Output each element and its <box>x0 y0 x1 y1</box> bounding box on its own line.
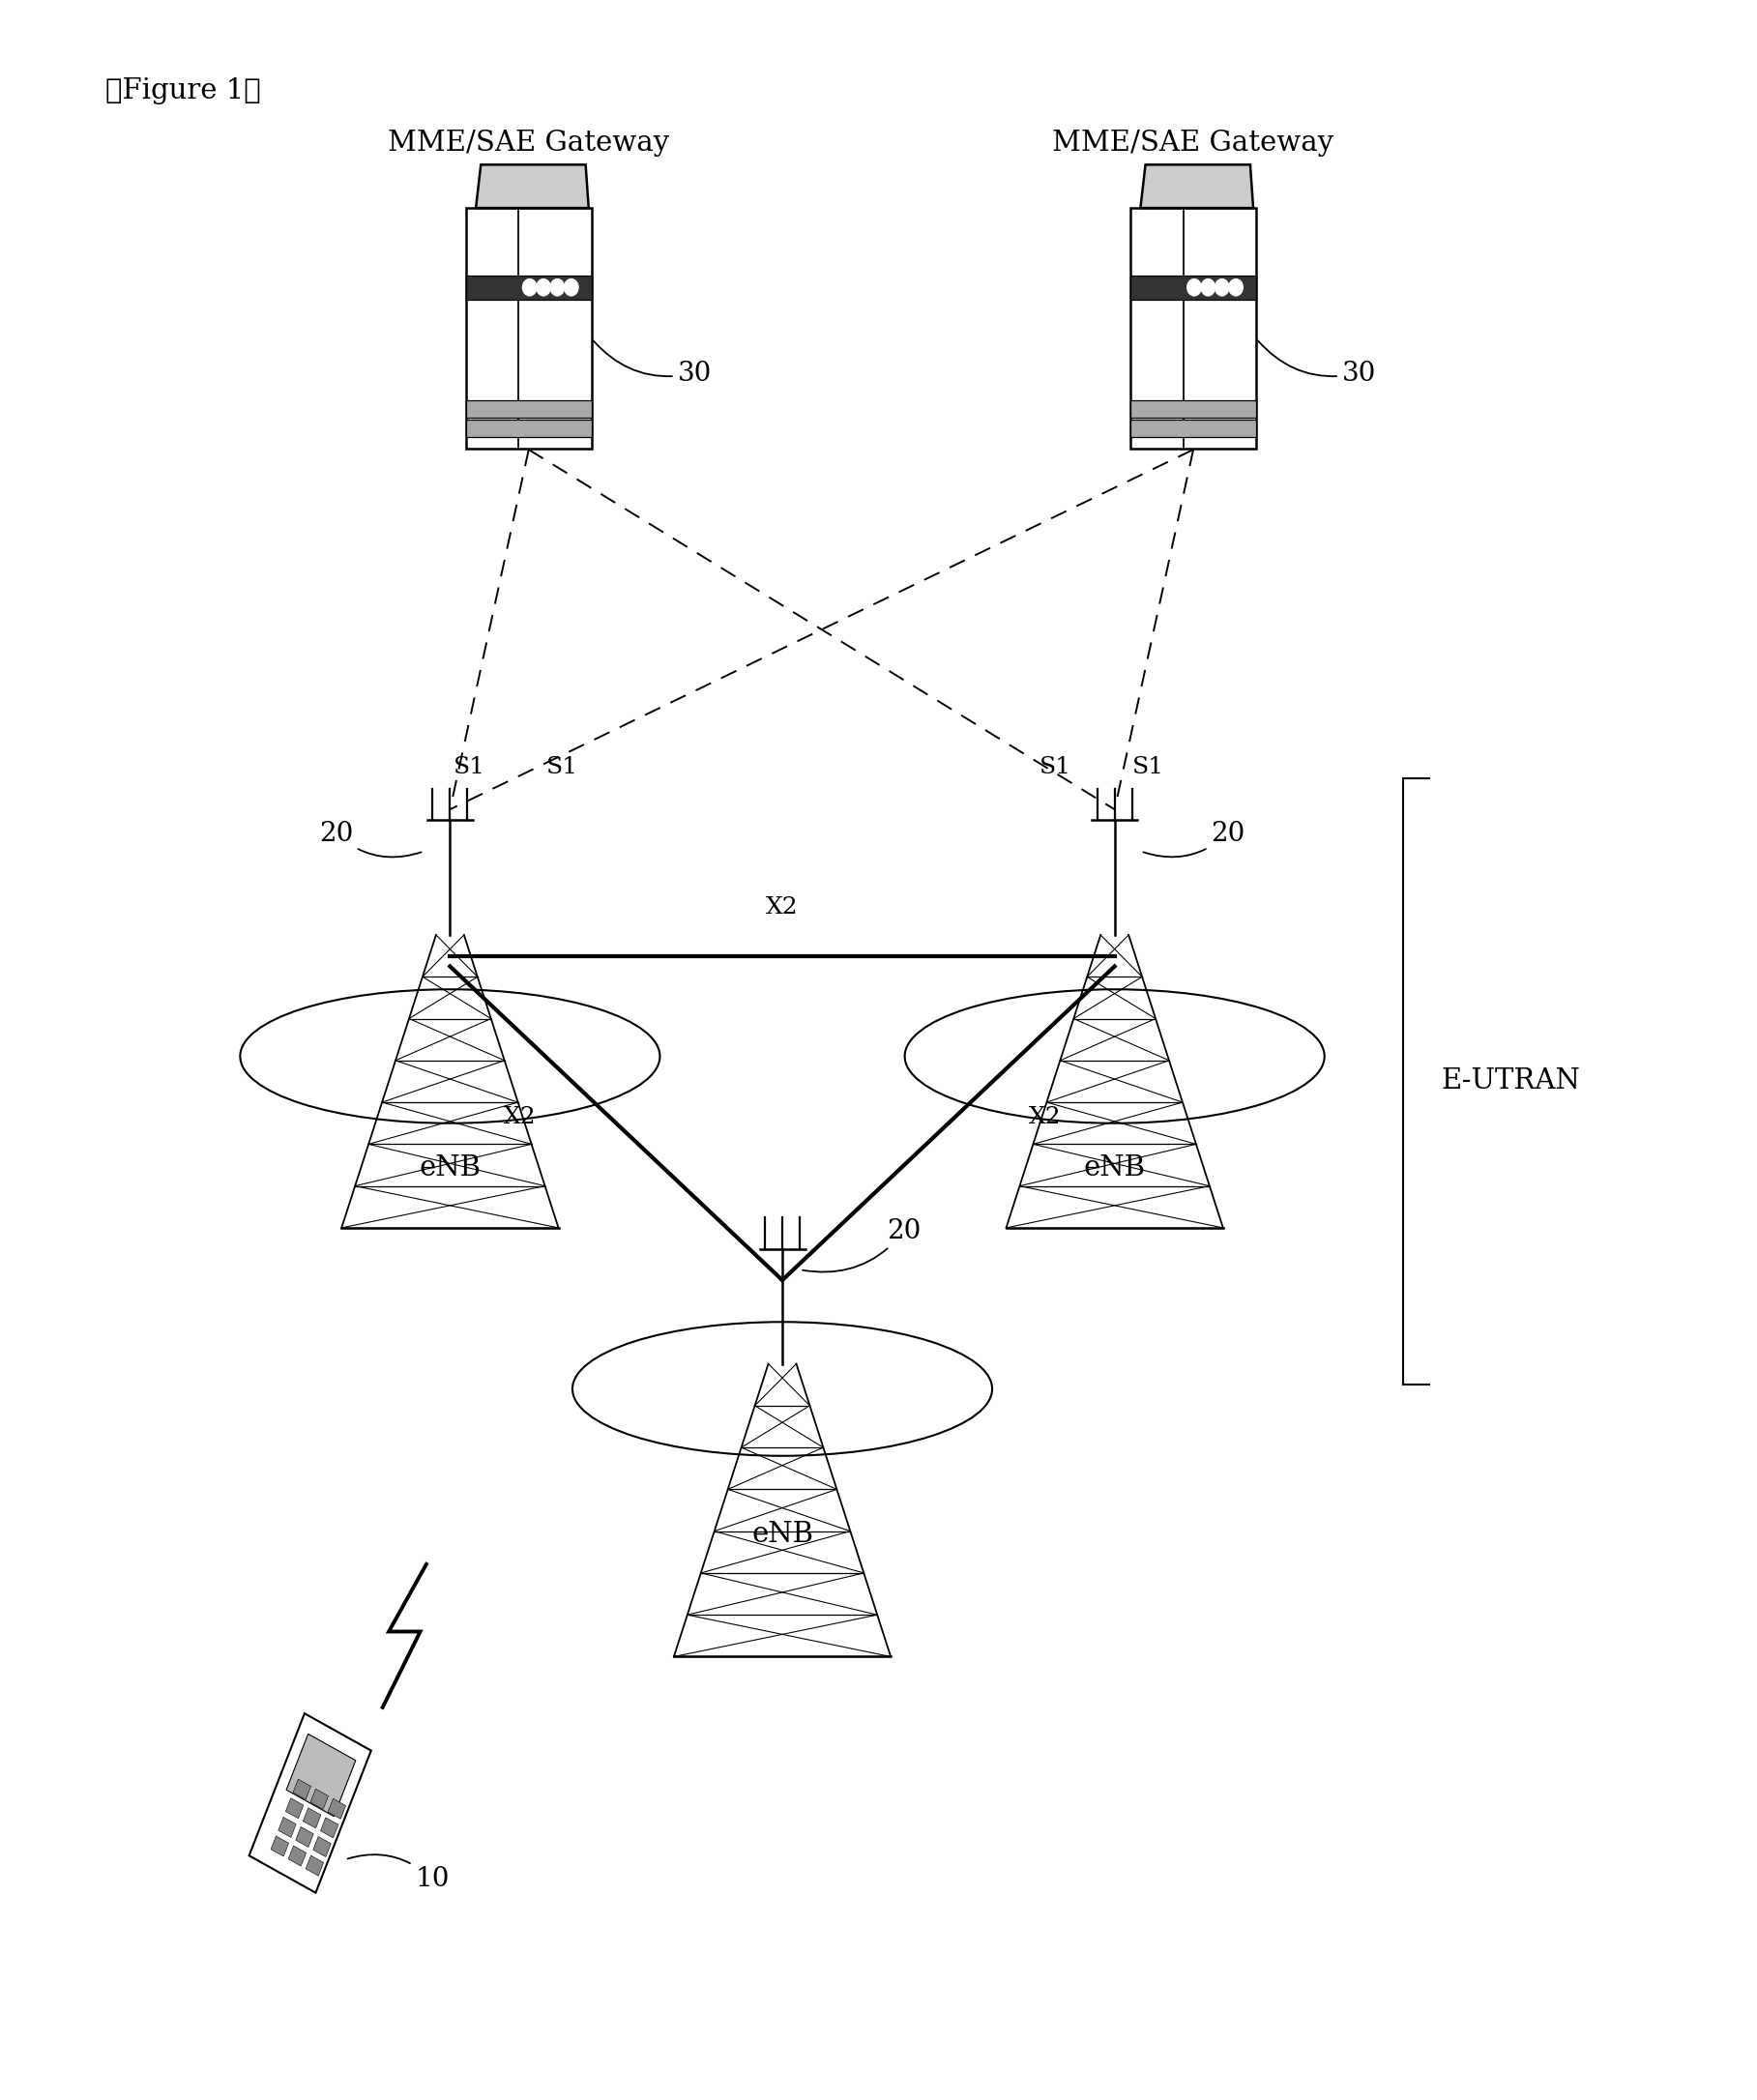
Polygon shape <box>313 1838 330 1856</box>
Text: X2: X2 <box>1028 1107 1061 1128</box>
Polygon shape <box>286 1798 304 1819</box>
Text: S1: S1 <box>1038 756 1070 777</box>
Text: S1: S1 <box>453 756 485 777</box>
Polygon shape <box>295 1827 313 1848</box>
Text: 10: 10 <box>348 1854 450 1892</box>
Polygon shape <box>311 1789 329 1810</box>
Text: 30: 30 <box>594 340 712 386</box>
Polygon shape <box>1140 164 1253 208</box>
Text: eNB: eNB <box>752 1520 813 1548</box>
Text: eNB: eNB <box>420 1155 481 1182</box>
Polygon shape <box>286 1735 355 1816</box>
Circle shape <box>1228 279 1242 296</box>
Polygon shape <box>466 401 592 418</box>
Polygon shape <box>466 275 592 300</box>
Text: MME/SAE Gateway: MME/SAE Gateway <box>1052 130 1334 157</box>
Text: S1: S1 <box>546 756 578 777</box>
Text: eNB: eNB <box>1084 1155 1146 1182</box>
Polygon shape <box>1130 420 1256 437</box>
Text: 《Figure 1》: 《Figure 1》 <box>105 78 260 105</box>
Circle shape <box>1188 279 1202 296</box>
Circle shape <box>1214 279 1228 296</box>
Polygon shape <box>1130 208 1256 449</box>
Circle shape <box>522 279 536 296</box>
Text: 20: 20 <box>803 1218 921 1273</box>
Circle shape <box>1202 279 1216 296</box>
Polygon shape <box>249 1714 371 1892</box>
Text: 20: 20 <box>318 821 422 857</box>
Polygon shape <box>329 1798 346 1819</box>
Circle shape <box>536 279 550 296</box>
Text: E-UTRAN: E-UTRAN <box>1442 1067 1581 1094</box>
Text: X2: X2 <box>504 1107 536 1128</box>
Polygon shape <box>278 1816 297 1838</box>
Circle shape <box>550 279 564 296</box>
Polygon shape <box>306 1856 323 1875</box>
Polygon shape <box>466 420 592 437</box>
Text: X2: X2 <box>766 897 799 918</box>
Text: 30: 30 <box>1258 340 1376 386</box>
Text: S1: S1 <box>1132 756 1163 777</box>
Text: MME/SAE Gateway: MME/SAE Gateway <box>388 130 669 157</box>
Polygon shape <box>288 1846 306 1867</box>
Polygon shape <box>466 208 592 449</box>
Polygon shape <box>320 1819 339 1838</box>
Polygon shape <box>293 1779 311 1800</box>
Circle shape <box>564 279 578 296</box>
Polygon shape <box>271 1835 288 1856</box>
Text: 20: 20 <box>1144 821 1246 857</box>
Polygon shape <box>1130 401 1256 418</box>
Polygon shape <box>476 164 589 208</box>
Polygon shape <box>1130 275 1256 300</box>
Polygon shape <box>302 1808 322 1829</box>
